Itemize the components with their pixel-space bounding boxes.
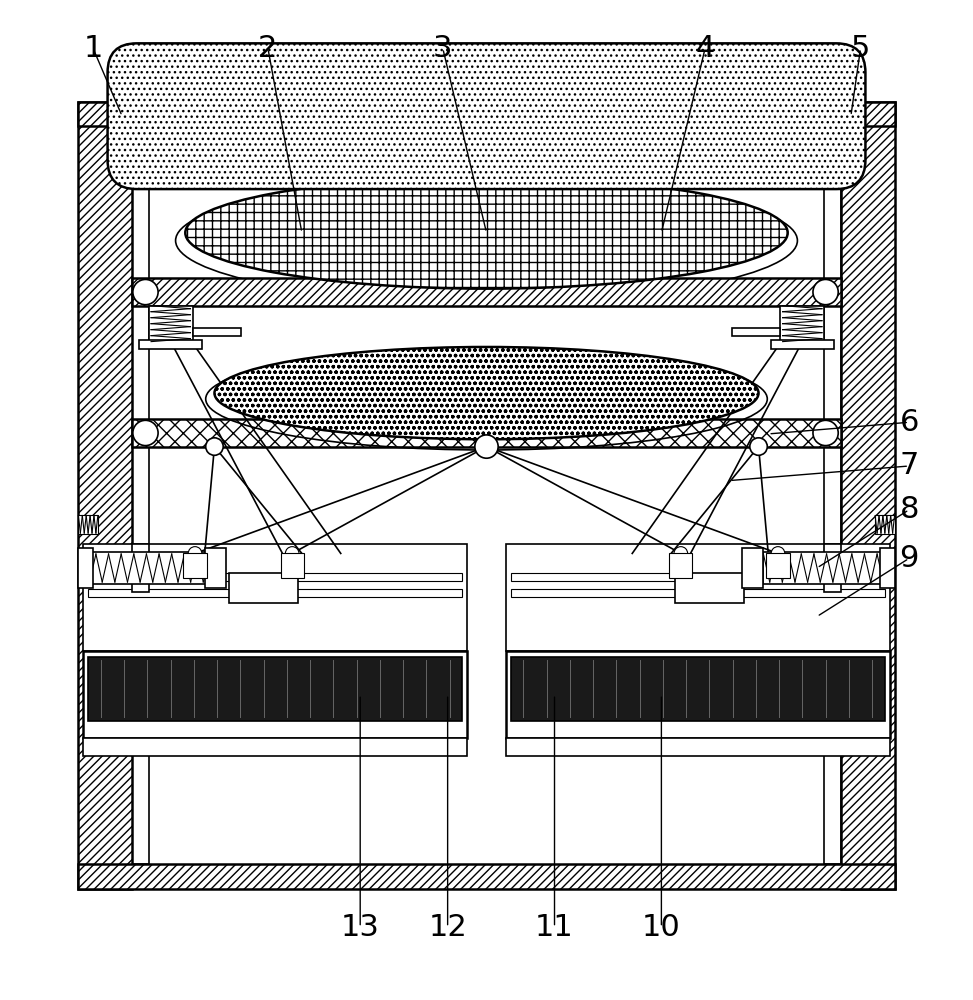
Bar <box>139 340 202 349</box>
Circle shape <box>674 547 688 560</box>
Bar <box>780 306 824 342</box>
Circle shape <box>133 279 158 305</box>
Bar <box>824 544 841 592</box>
Circle shape <box>813 420 838 446</box>
Ellipse shape <box>185 177 788 289</box>
Bar <box>732 328 780 336</box>
Bar <box>511 573 884 581</box>
Bar <box>132 544 149 592</box>
Bar <box>79 864 894 889</box>
Bar <box>511 589 884 597</box>
Text: 10: 10 <box>642 913 681 942</box>
Text: 12: 12 <box>428 913 467 942</box>
Bar <box>149 306 193 342</box>
Bar <box>79 102 894 126</box>
Bar <box>880 548 894 588</box>
Circle shape <box>750 438 768 455</box>
Text: 4: 4 <box>696 34 715 63</box>
Bar <box>742 548 764 588</box>
Bar <box>84 738 467 756</box>
Circle shape <box>285 547 299 560</box>
Bar <box>79 515 98 534</box>
Bar <box>84 552 209 584</box>
Circle shape <box>475 435 498 458</box>
Text: 7: 7 <box>899 451 919 480</box>
Text: 5: 5 <box>850 34 870 63</box>
Text: 6: 6 <box>899 408 919 437</box>
Bar <box>132 126 841 864</box>
Bar <box>506 544 889 651</box>
Bar <box>89 573 462 581</box>
Bar <box>875 515 894 534</box>
Bar <box>506 651 889 738</box>
Text: 2: 2 <box>258 34 277 63</box>
Bar <box>675 573 744 603</box>
Bar <box>204 548 226 588</box>
Bar <box>89 657 462 721</box>
Bar <box>229 573 298 603</box>
Bar <box>824 126 841 864</box>
Bar <box>767 553 790 578</box>
Bar <box>84 544 467 651</box>
Text: 13: 13 <box>341 913 379 942</box>
Circle shape <box>772 547 785 560</box>
Bar <box>79 548 93 588</box>
Bar <box>506 738 889 756</box>
Bar <box>132 419 841 447</box>
FancyBboxPatch shape <box>108 43 865 189</box>
Bar <box>511 657 884 721</box>
Text: 1: 1 <box>84 34 103 63</box>
Bar <box>280 553 304 578</box>
Bar <box>84 651 467 738</box>
Bar <box>132 278 841 306</box>
Circle shape <box>188 547 201 560</box>
Text: 9: 9 <box>899 544 919 573</box>
Bar <box>841 102 894 889</box>
Circle shape <box>205 438 223 455</box>
Circle shape <box>133 420 158 446</box>
Bar <box>89 589 462 597</box>
Bar <box>193 328 241 336</box>
Bar <box>764 552 889 584</box>
Bar <box>79 102 132 889</box>
Text: 8: 8 <box>899 495 919 524</box>
Circle shape <box>813 279 838 305</box>
Ellipse shape <box>214 347 759 439</box>
Text: 3: 3 <box>433 34 452 63</box>
Bar <box>771 340 834 349</box>
Bar <box>669 553 693 578</box>
Bar <box>183 553 206 578</box>
Text: 11: 11 <box>535 913 574 942</box>
Bar <box>132 126 149 864</box>
